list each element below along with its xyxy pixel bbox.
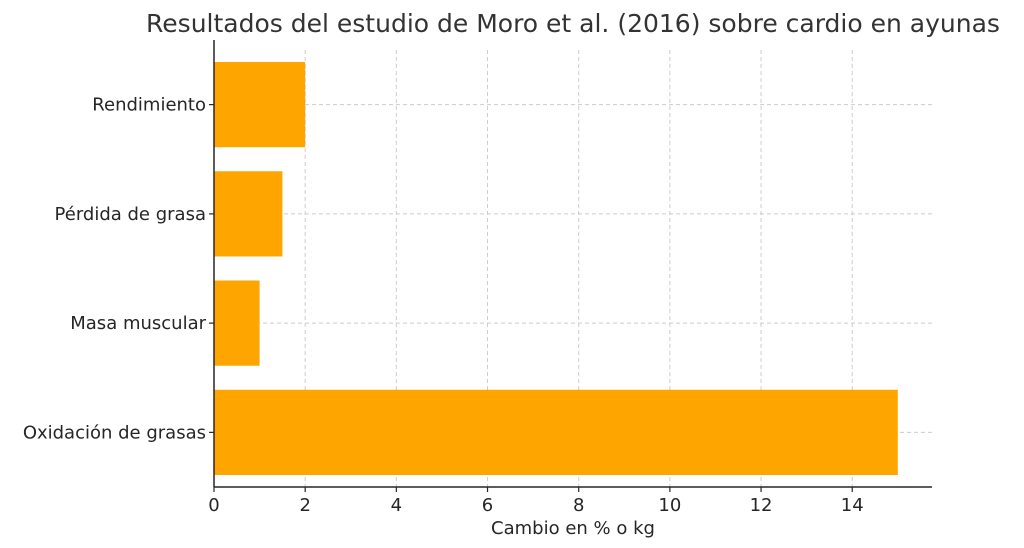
chart-title: Resultados del estudio de Moro et al. (2…	[146, 9, 1000, 38]
x-axis-label: Cambio en % o kg	[491, 518, 655, 539]
x-tick-label-6: 12	[750, 495, 773, 516]
x-tick-label-1: 2	[299, 495, 310, 516]
x-tick-label-3: 6	[482, 495, 493, 516]
axes	[209, 40, 932, 492]
x-tick-label-2: 4	[391, 495, 402, 516]
x-tick-label-7: 14	[841, 495, 864, 516]
y-tick-label-3: Rendimiento	[92, 95, 206, 116]
y-tick-label-2: Pérdida de grasa	[55, 204, 206, 225]
x-tick-label-4: 8	[573, 495, 584, 516]
y-tick-label-1: Masa muscular	[70, 313, 206, 334]
bar-0	[214, 389, 898, 475]
x-tick-label-0: 0	[208, 495, 219, 516]
labels: Oxidación de grasas Masa muscular Pérdida …	[23, 95, 864, 516]
y-tick-label-0: Oxidación de grasas	[23, 422, 206, 443]
bar-2	[214, 171, 283, 257]
x-tick-label-5: 10	[658, 495, 681, 516]
bars	[214, 62, 898, 475]
bar-1	[214, 280, 260, 366]
bar-3	[214, 62, 306, 148]
